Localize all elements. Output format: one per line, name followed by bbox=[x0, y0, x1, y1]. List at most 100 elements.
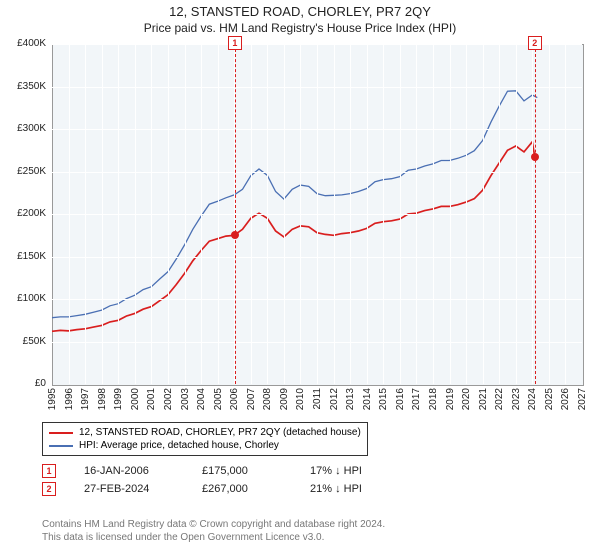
legend: 12, STANSTED ROAD, CHORLEY, PR7 2QY (det… bbox=[42, 422, 368, 456]
x-axis-label: 2020 bbox=[461, 388, 472, 410]
sale-row: 1 16-JAN-2006 £175,000 17% ↓ HPI bbox=[42, 462, 362, 480]
legend-label: 12, STANSTED ROAD, CHORLEY, PR7 2QY (det… bbox=[79, 427, 361, 438]
x-gridline bbox=[168, 44, 169, 384]
sale-marker-dot bbox=[231, 231, 239, 239]
chart-subtitle: Price paid vs. HM Land Registry's House … bbox=[0, 19, 600, 37]
x-axis-label: 1996 bbox=[64, 388, 75, 410]
legend-label: HPI: Average price, detached house, Chor… bbox=[79, 440, 279, 451]
legend-item: HPI: Average price, detached house, Chor… bbox=[49, 439, 361, 452]
x-axis-label: 2022 bbox=[494, 388, 505, 410]
sale-marker-line bbox=[535, 44, 536, 384]
x-gridline bbox=[400, 44, 401, 384]
x-axis-label: 2015 bbox=[378, 388, 389, 410]
x-axis-label: 1995 bbox=[47, 388, 58, 410]
x-gridline bbox=[185, 44, 186, 384]
x-axis-label: 2016 bbox=[395, 388, 406, 410]
x-gridline bbox=[532, 44, 533, 384]
x-gridline bbox=[267, 44, 268, 384]
sale-number-box: 2 bbox=[42, 482, 56, 496]
x-axis-label: 2018 bbox=[428, 388, 439, 410]
x-gridline bbox=[334, 44, 335, 384]
x-gridline bbox=[300, 44, 301, 384]
x-axis-label: 1997 bbox=[80, 388, 91, 410]
y-axis-label: £400K bbox=[0, 38, 46, 49]
x-gridline bbox=[201, 44, 202, 384]
y-axis-label: £300K bbox=[0, 123, 46, 134]
sale-delta: 17% ↓ HPI bbox=[310, 465, 362, 477]
chart-title: 12, STANSTED ROAD, CHORLEY, PR7 2QY bbox=[0, 0, 600, 19]
x-axis-label: 2004 bbox=[196, 388, 207, 410]
x-axis-label: 2014 bbox=[362, 388, 373, 410]
x-axis-label: 2010 bbox=[295, 388, 306, 410]
x-axis-label: 2009 bbox=[279, 388, 290, 410]
x-axis-label: 2005 bbox=[213, 388, 224, 410]
x-gridline bbox=[466, 44, 467, 384]
x-axis-label: 1998 bbox=[97, 388, 108, 410]
sale-marker-line bbox=[235, 44, 236, 384]
chart-plot-area bbox=[52, 44, 584, 386]
sale-marker-box: 2 bbox=[528, 36, 542, 50]
sale-marker-dot bbox=[531, 153, 539, 161]
x-gridline bbox=[433, 44, 434, 384]
x-axis-label: 2011 bbox=[312, 388, 323, 410]
x-axis-label: 2006 bbox=[229, 388, 240, 410]
sales-table: 1 16-JAN-2006 £175,000 17% ↓ HPI 2 27-FEB-202… bbox=[42, 462, 362, 498]
x-gridline bbox=[135, 44, 136, 384]
x-axis-label: 2026 bbox=[560, 388, 571, 410]
x-gridline bbox=[218, 44, 219, 384]
attribution-line2: This data is licensed under the Open Gov… bbox=[42, 531, 385, 544]
x-gridline bbox=[102, 44, 103, 384]
x-axis-label: 2013 bbox=[345, 388, 356, 410]
legend-item: 12, STANSTED ROAD, CHORLEY, PR7 2QY (det… bbox=[49, 426, 361, 439]
x-axis-label: 2007 bbox=[246, 388, 257, 410]
x-axis-label: 2002 bbox=[163, 388, 174, 410]
x-gridline bbox=[499, 44, 500, 384]
sale-date: 27-FEB-2024 bbox=[84, 483, 174, 495]
x-gridline bbox=[118, 44, 119, 384]
x-axis-label: 2008 bbox=[262, 388, 273, 410]
x-gridline bbox=[350, 44, 351, 384]
sale-row: 2 27-FEB-2024 £267,000 21% ↓ HPI bbox=[42, 480, 362, 498]
x-axis-label: 2000 bbox=[130, 388, 141, 410]
y-axis-label: £250K bbox=[0, 166, 46, 177]
x-gridline bbox=[416, 44, 417, 384]
x-gridline bbox=[251, 44, 252, 384]
x-axis-label: 2003 bbox=[180, 388, 191, 410]
x-gridline bbox=[450, 44, 451, 384]
x-axis-label: 2017 bbox=[411, 388, 422, 410]
x-axis-label: 2027 bbox=[577, 388, 588, 410]
x-axis-label: 1999 bbox=[113, 388, 124, 410]
sale-price: £175,000 bbox=[202, 465, 282, 477]
x-gridline bbox=[317, 44, 318, 384]
x-axis-label: 2019 bbox=[445, 388, 456, 410]
y-axis-label: £150K bbox=[0, 251, 46, 262]
x-gridline bbox=[69, 44, 70, 384]
sale-price: £267,000 bbox=[202, 483, 282, 495]
legend-swatch bbox=[49, 445, 73, 447]
sale-marker-box: 1 bbox=[228, 36, 242, 50]
x-gridline bbox=[483, 44, 484, 384]
x-gridline bbox=[284, 44, 285, 384]
x-axis-label: 2021 bbox=[478, 388, 489, 410]
y-axis-label: £350K bbox=[0, 81, 46, 92]
x-axis-label: 2025 bbox=[544, 388, 555, 410]
x-gridline bbox=[549, 44, 550, 384]
x-gridline bbox=[151, 44, 152, 384]
x-gridline bbox=[565, 44, 566, 384]
sale-delta: 21% ↓ HPI bbox=[310, 483, 362, 495]
y-axis-label: £0 bbox=[0, 378, 46, 389]
sale-number-box: 1 bbox=[42, 464, 56, 478]
x-axis-label: 2023 bbox=[511, 388, 522, 410]
y-axis-label: £200K bbox=[0, 208, 46, 219]
y-axis-label: £100K bbox=[0, 293, 46, 304]
x-gridline bbox=[516, 44, 517, 384]
x-axis-label: 2024 bbox=[527, 388, 538, 410]
x-axis-label: 2012 bbox=[329, 388, 340, 410]
sale-date: 16-JAN-2006 bbox=[84, 465, 174, 477]
attribution-line1: Contains HM Land Registry data © Crown c… bbox=[42, 518, 385, 531]
attribution: Contains HM Land Registry data © Crown c… bbox=[42, 518, 385, 544]
x-gridline bbox=[383, 44, 384, 384]
x-gridline bbox=[85, 44, 86, 384]
x-axis-label: 2001 bbox=[146, 388, 157, 410]
x-gridline bbox=[367, 44, 368, 384]
